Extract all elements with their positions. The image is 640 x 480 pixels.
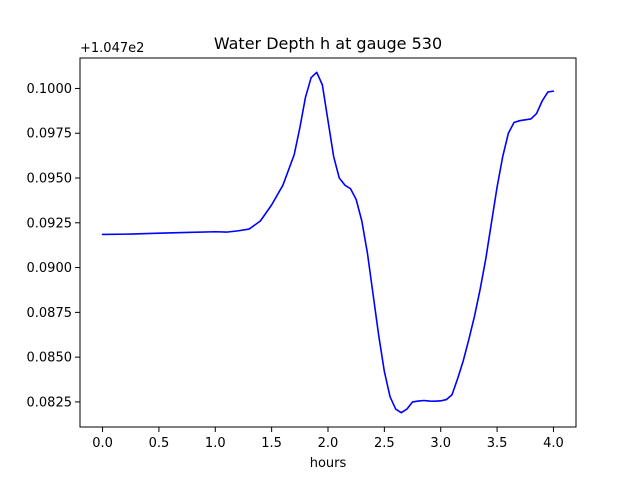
- x-tick-label: 3.0: [430, 436, 451, 451]
- x-tick-label: 1.5: [261, 436, 282, 451]
- x-tick-label: 2.0: [318, 436, 339, 451]
- y-tick-label: 0.0900: [27, 261, 73, 276]
- x-axis: 0.0 0.5 1.0 1.5 2.0 2.5 3.0 3.5 4.0: [92, 427, 564, 451]
- x-tick-label: 0.5: [149, 436, 170, 451]
- chart-title: Water Depth h at gauge 530: [214, 34, 442, 53]
- y-axis: 0.0825 0.0850 0.0875 0.0900 0.0925 0.0950 0.09…: [27, 82, 80, 410]
- y-tick-label: 0.0850: [27, 351, 73, 366]
- plot-area: [101, 71, 555, 414]
- x-tick-label: 4.0: [543, 436, 564, 451]
- y-tick-label: 0.0825: [27, 395, 73, 410]
- y-tick-label: 0.0875: [27, 306, 73, 321]
- x-tick-label: 1.0: [205, 436, 226, 451]
- y-tick-label: 0.0925: [27, 216, 73, 231]
- y-tick-label: 0.1000: [27, 82, 73, 97]
- series-line-0: [101, 71, 555, 414]
- x-tick-label: 3.5: [487, 436, 508, 451]
- y-tick-label: 0.0975: [27, 127, 73, 142]
- x-axis-label: hours: [310, 456, 347, 471]
- x-tick-label: 0.0: [92, 436, 113, 451]
- y-tick-label: 0.0950: [27, 172, 73, 187]
- y-offset-label: +1.047e2: [80, 41, 144, 56]
- x-tick-label: 2.5: [374, 436, 395, 451]
